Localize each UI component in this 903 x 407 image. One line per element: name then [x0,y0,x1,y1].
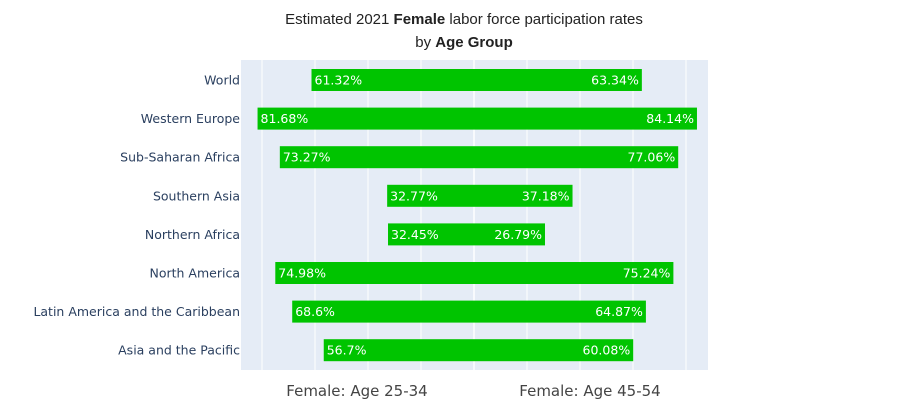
data-label: 81.68% [261,111,309,126]
data-label: 84.14% [646,111,694,126]
data-label: 64.87% [595,304,643,319]
category-label: Western Europe [141,111,241,126]
bar-age-45-54 [474,223,545,246]
value-labels: 61.32% 63.34% 81.68% 84.14% 73.27% 77.06% 32.7… [261,73,695,358]
bar-age-25-34 [279,146,474,169]
category-label: North America [150,266,241,281]
category-label: Southern Asia [153,188,240,203]
chart-title-line-1: Estimated 2021 Female labor force partic… [285,11,643,28]
data-label: 61.32% [315,73,363,88]
bar-age-25-34 [387,184,474,207]
data-label: 68.6% [295,304,335,319]
bar-age-25-34 [311,69,474,91]
bar-age-45-54 [474,339,634,362]
data-label: 77.06% [628,150,676,165]
bar-age-45-54 [474,146,679,169]
data-label: 32.77% [390,188,438,203]
chart-title-line-2: by Age Group [415,34,513,51]
category-label: Latin America and the Caribbean [33,304,240,319]
data-label: 63.34% [591,73,639,88]
bar-age-25-34 [257,107,474,130]
bar-age-45-54 [474,184,573,207]
axis-title-left: Female: Age 25-34 [286,382,427,400]
bars [257,69,697,362]
category-label: Sub-Saharan Africa [120,150,240,165]
data-label: 74.98% [278,266,326,281]
category-label: Northern Africa [145,227,240,242]
data-label: 73.27% [283,150,331,165]
data-label: 60.08% [583,343,631,358]
bar-age-45-54 [474,69,642,91]
data-label: 56.7% [327,343,367,358]
bar-age-45-54 [474,107,697,130]
bar-age-25-34 [275,262,474,284]
category-label: Asia and the Pacific [118,343,240,358]
bar-age-25-34 [323,339,474,362]
data-label: 26.79% [494,227,542,242]
axis-title-right: Female: Age 45-54 [519,382,660,400]
bar-age-25-34 [292,300,474,323]
data-label: 75.24% [623,266,671,281]
category-label: World [204,73,240,88]
bar-age-45-54 [474,300,646,323]
data-label: 37.18% [522,188,570,203]
data-label: 32.45% [391,227,439,242]
category-labels: World Western Europe Sub-Saharan Africa Sou… [33,73,240,358]
bar-age-45-54 [474,262,674,284]
bar-age-25-34 [388,223,474,246]
